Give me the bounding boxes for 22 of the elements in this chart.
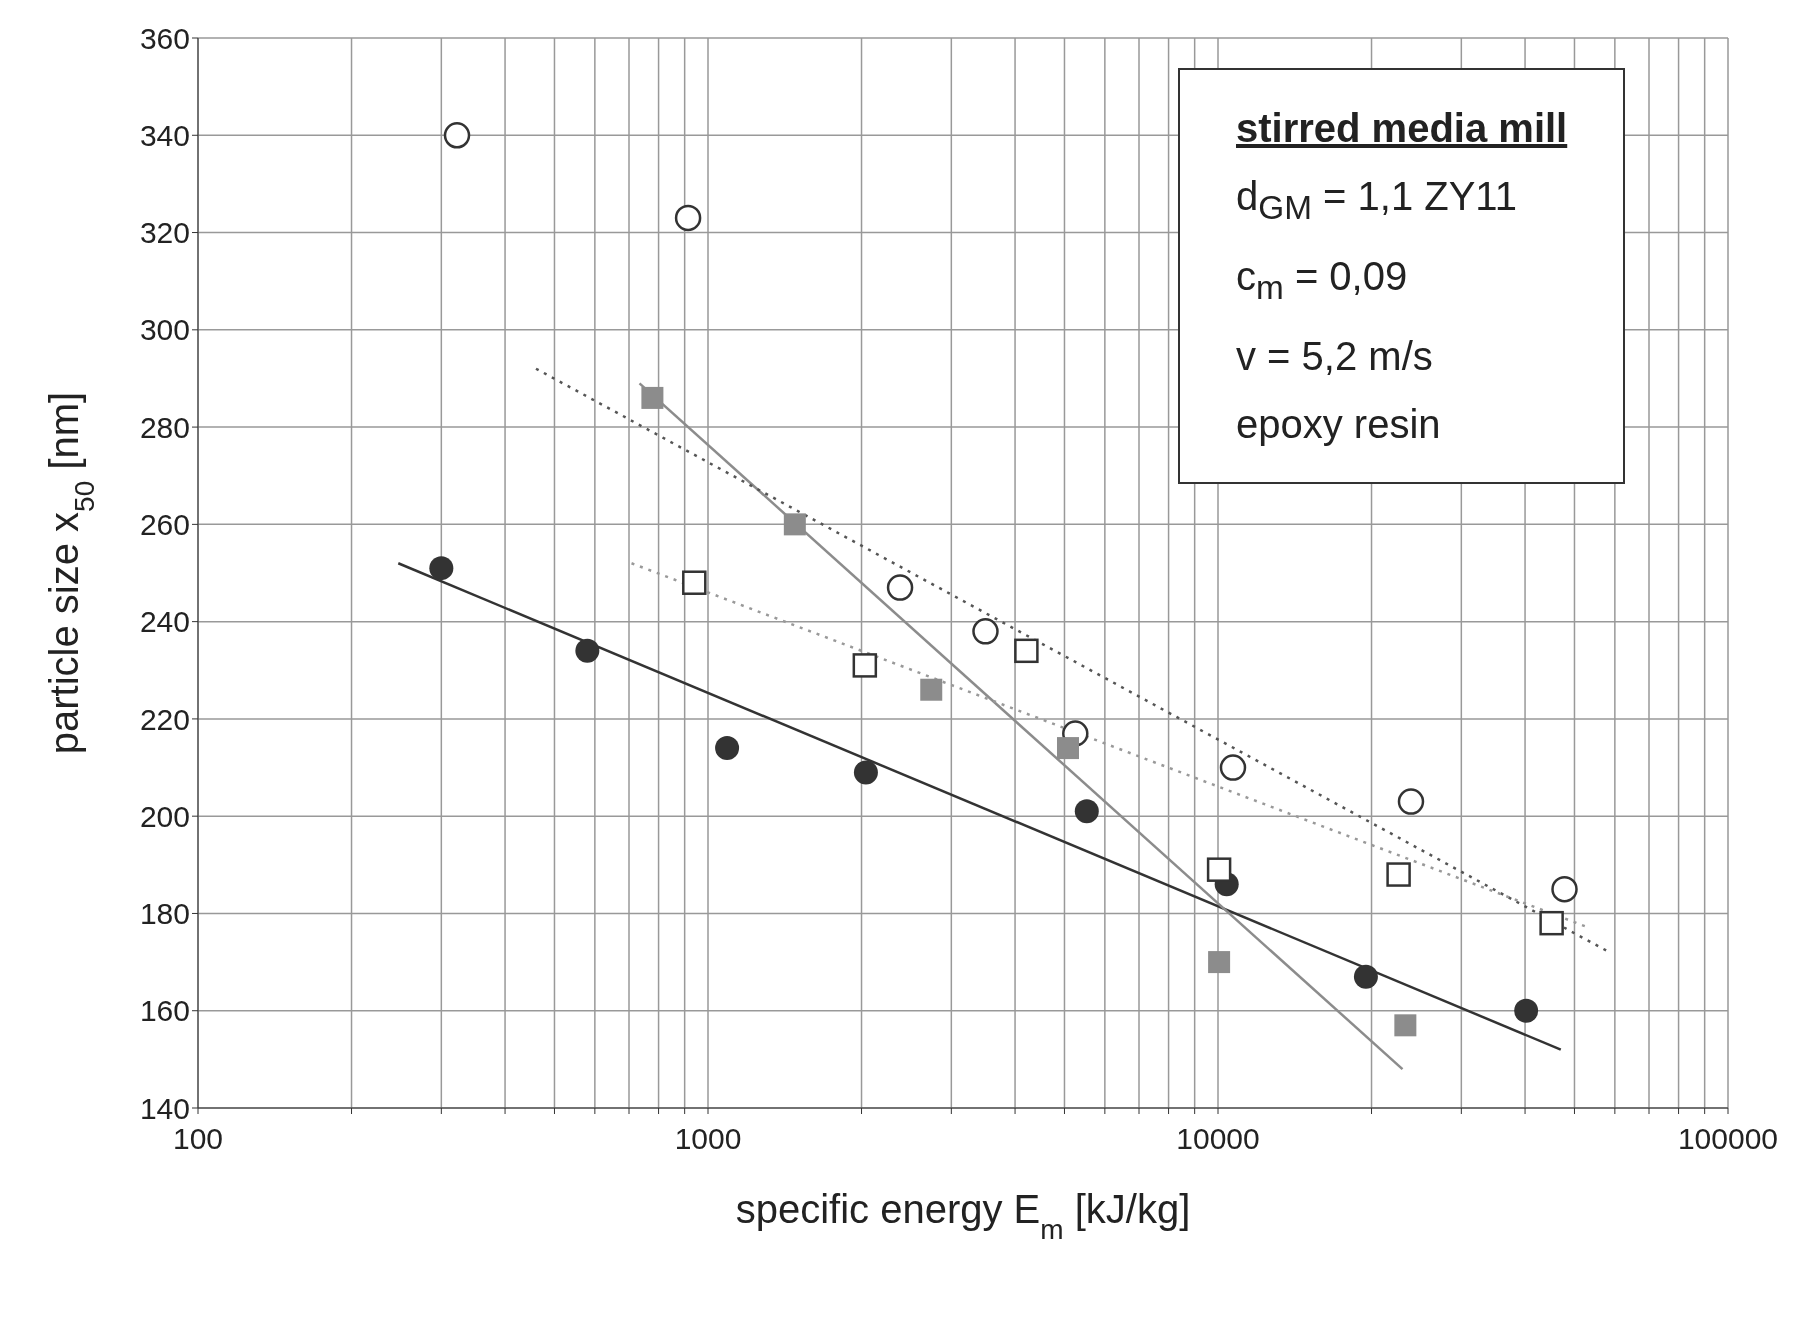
x-tick-label: 10000 bbox=[1176, 1122, 1260, 1156]
annotation: d$_{GM}$ = 1,1 ZY11 bbox=[1236, 173, 1518, 228]
y-tick-label: 280 bbox=[139, 410, 190, 444]
annotation: epoxy resin bbox=[1236, 401, 1442, 448]
annotation: stirred media mill bbox=[1236, 105, 1568, 152]
x-tick-label: 100 bbox=[172, 1122, 224, 1156]
y-tick-label: 160 bbox=[139, 994, 190, 1028]
x-axis-title: specific energy E$_{m}$ [kJ/kg] bbox=[735, 1187, 1191, 1245]
y-tick-label: 340 bbox=[139, 118, 190, 152]
y-tick-label: 260 bbox=[139, 508, 190, 542]
y-tick-label: 200 bbox=[139, 799, 190, 833]
y-tick-label: 360 bbox=[139, 21, 190, 55]
y-tick-label: 220 bbox=[139, 702, 190, 736]
y-tick-label: 140 bbox=[139, 1091, 190, 1125]
annotation: v = 5,2 m/s bbox=[1236, 333, 1434, 380]
annotation: c$_{m}$ = 0,09 bbox=[1236, 253, 1409, 308]
x-tick-label: 100000 bbox=[1677, 1122, 1779, 1156]
y-tick-label: 320 bbox=[139, 216, 190, 250]
y-tick-label: 300 bbox=[139, 313, 190, 347]
y-tick-label: 240 bbox=[139, 605, 190, 639]
y-tick-label: 180 bbox=[139, 897, 190, 931]
x-tick-label: 1000 bbox=[674, 1122, 742, 1156]
